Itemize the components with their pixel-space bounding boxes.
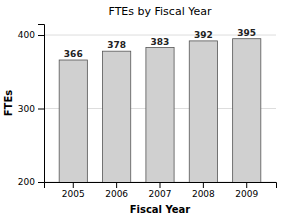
tick-label: 2007 xyxy=(149,189,172,199)
axis-line xyxy=(38,25,45,183)
x-tick: 2008 xyxy=(192,182,215,199)
tick-label: 2006 xyxy=(105,189,128,199)
bar xyxy=(233,39,261,182)
plot: 366 378 383 392 395 2005 2006 2007 2008 2009 200 30… xyxy=(18,25,277,218)
bars xyxy=(59,39,261,182)
x-tick: 2005 xyxy=(62,182,85,199)
y-tick: 400 xyxy=(18,30,44,40)
x-tick: 2007 xyxy=(149,182,172,199)
data-labels: 366 378 383 392 395 xyxy=(64,28,256,59)
bar xyxy=(189,41,217,182)
x-tick: 2006 xyxy=(105,182,128,199)
tick-label: 2009 xyxy=(235,189,258,199)
data-label: 378 xyxy=(107,40,126,50)
tick-label: 2008 xyxy=(192,189,215,199)
x-tick: 2009 xyxy=(235,182,258,199)
tick-mark xyxy=(38,35,44,36)
tick-mark xyxy=(116,182,117,188)
tick-label: 2005 xyxy=(62,189,85,199)
bar xyxy=(146,48,174,182)
x-axis: 2005 2006 2007 2008 2009 xyxy=(45,182,277,199)
title: FTEs by Fiscal Year xyxy=(109,5,212,18)
y-tick: 200 xyxy=(18,177,44,187)
y-axis: 200 300 400 xyxy=(18,25,45,188)
bar xyxy=(103,51,131,182)
x-axis-title: Fiscal Year xyxy=(130,204,191,215)
tick-label: 300 xyxy=(18,104,35,114)
tick-mark xyxy=(246,182,247,188)
data-label: 395 xyxy=(237,28,256,38)
axis-line xyxy=(45,183,277,189)
tick-mark xyxy=(203,182,204,188)
tick-label: 200 xyxy=(18,177,35,187)
data-label: 392 xyxy=(194,30,213,40)
chart: 366 378 383 392 395 2005 2006 2007 2008 2009 200 30… xyxy=(0,0,286,218)
tick-mark xyxy=(73,182,74,188)
tick-mark xyxy=(38,109,44,110)
data-label: 383 xyxy=(151,37,170,47)
y-tick: 300 xyxy=(18,104,44,114)
tick-mark xyxy=(38,182,44,183)
tick-mark xyxy=(160,182,161,188)
data-label: 366 xyxy=(64,49,83,59)
y-axis-title: FTEs xyxy=(3,90,14,116)
bar xyxy=(59,60,87,182)
tick-label: 400 xyxy=(18,30,35,40)
